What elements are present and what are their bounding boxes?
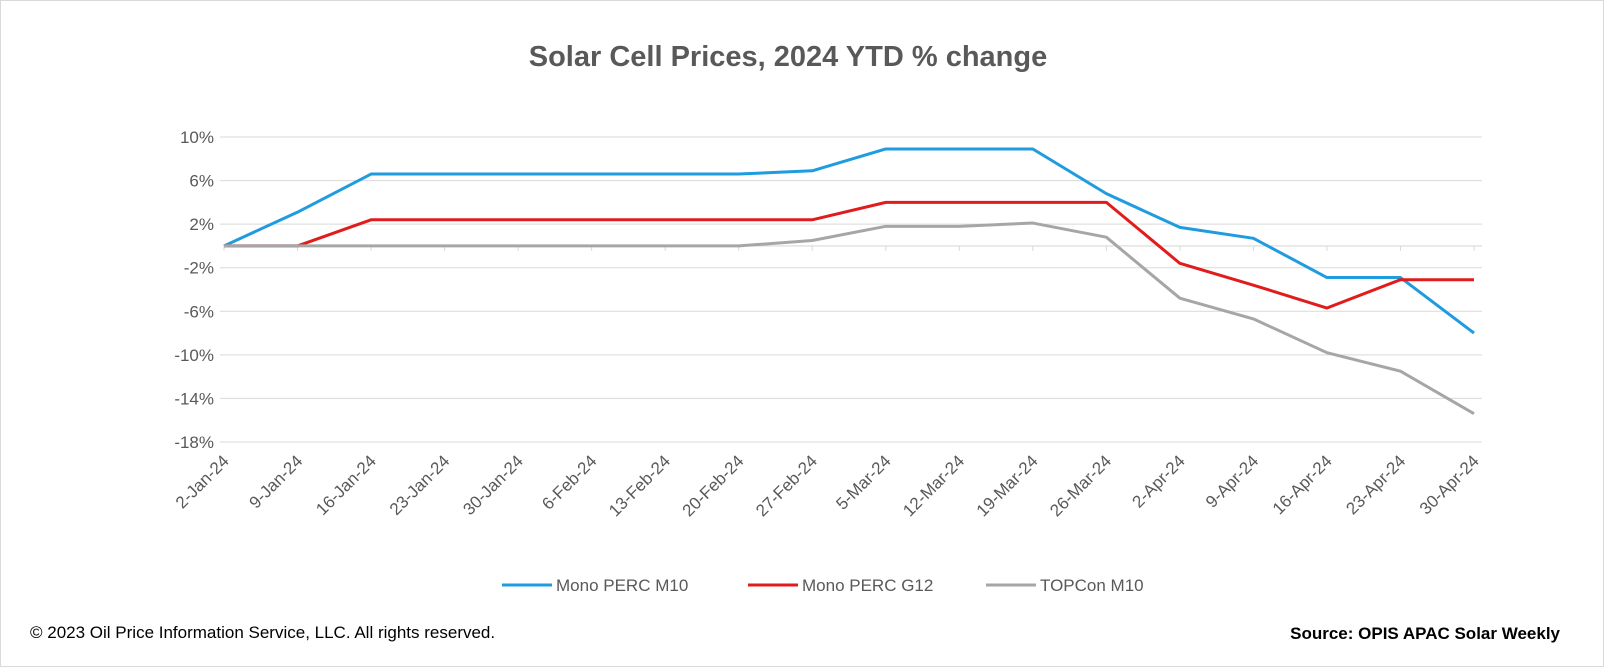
x-tick-label: 27-Feb-24 [752,451,821,520]
y-tick-label: -6% [184,302,214,321]
legend-label: Mono PERC M10 [556,576,688,595]
x-tick-label: 16-Jan-24 [312,451,380,519]
x-tick-label: 2-Jan-24 [172,451,233,512]
legend-label: TOPCon M10 [1040,576,1144,595]
x-tick-label: 23-Jan-24 [386,451,454,519]
gridlines [220,136,1482,443]
y-tick-label: 10% [180,128,214,147]
y-axis-ticks: 10% 6% 2% -2% -6% -10% -14% -18% [174,128,214,452]
y-tick-label: -18% [174,433,214,452]
legend-label: Mono PERC G12 [802,576,933,595]
x-tick-label: 6-Feb-24 [538,451,600,513]
y-tick-label: -10% [174,346,214,365]
series-line-mono-perc-m10 [223,147,1475,335]
y-tick-label: 2% [189,215,214,234]
copyright-text: © 2023 Oil Price Information Service, LL… [30,623,496,642]
x-tick-label: 20-Feb-24 [679,451,748,520]
x-tick-label: 16-Apr-24 [1269,451,1336,518]
series-line-mono-perc-g12 [224,200,1474,310]
x-tick-label: 12-Mar-24 [899,451,968,520]
x-tick-label: 30-Jan-24 [459,451,527,519]
x-axis: 2-Jan-24 9-Jan-24 16-Jan-24 23-Jan-24 30-Jan… [172,245,1483,520]
source-text: Source: OPIS APAC Solar Weekly [1290,624,1560,643]
x-tick-label: 2-Apr-24 [1129,451,1189,511]
x-tick-label: 26-Mar-24 [1046,451,1115,520]
x-tick-label: 23-Apr-24 [1342,451,1409,518]
series-lines [223,147,1475,415]
legend: Mono PERC M10 Mono PERC G12 TOPCon M10 [502,576,1144,595]
y-tick-label: -14% [174,389,214,408]
x-tick-label: 9-Apr-24 [1202,451,1262,511]
x-tick-label: 13-Feb-24 [605,451,674,520]
series-line-topcon-m10 [224,221,1475,415]
x-tick-label: 5-Mar-24 [832,451,894,513]
x-tick-label: 30-Apr-24 [1416,451,1483,518]
x-tick-label: 19-Mar-24 [973,451,1042,520]
y-tick-label: 6% [189,172,214,191]
x-tick-label: 9-Jan-24 [245,451,306,512]
chart-title: Solar Cell Prices, 2024 YTD % change [529,41,1048,73]
y-tick-label: -2% [184,259,214,278]
